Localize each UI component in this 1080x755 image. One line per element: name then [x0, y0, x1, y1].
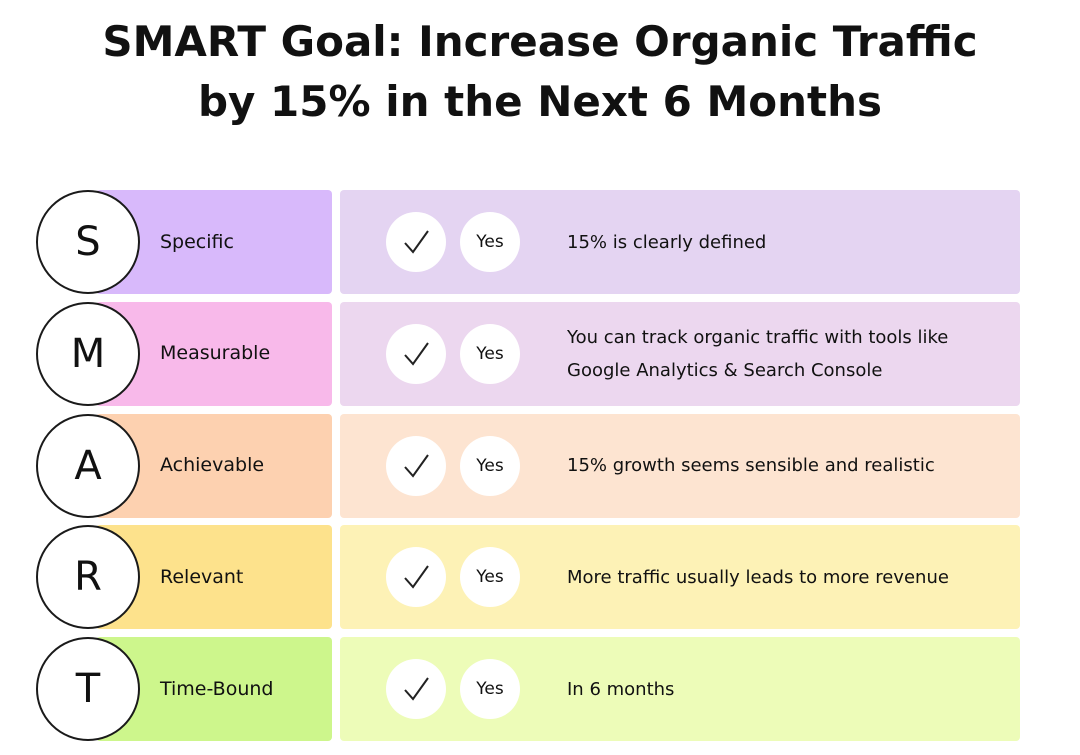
letter: R — [36, 525, 140, 630]
check — [404, 342, 429, 366]
check-icon — [386, 212, 446, 272]
description-box — [340, 190, 1020, 294]
letter: A — [36, 413, 140, 518]
description: In 6 months — [567, 678, 675, 700]
check — [404, 230, 429, 254]
description-box — [340, 637, 1020, 742]
description-box — [340, 525, 1020, 630]
check-icon — [386, 547, 446, 608]
check — [404, 454, 429, 478]
answer: Yes — [460, 212, 520, 272]
description-box — [340, 413, 1020, 518]
check-icon — [386, 435, 446, 496]
description: More traffic usually leads to more reven… — [567, 566, 949, 588]
description: You can track organic traffic with tools… — [567, 326, 949, 381]
label: Time-Bound — [160, 677, 274, 700]
answer: Yes — [460, 547, 520, 608]
check-icon — [386, 323, 446, 384]
label: Measurable — [160, 342, 271, 365]
label: Achievable — [160, 454, 265, 477]
title: SMART Goal: Increase Organic Traffic by … — [102, 17, 978, 126]
letter: M — [36, 301, 140, 406]
description: 15% is clearly defined — [567, 231, 767, 253]
label: Specific — [160, 230, 234, 253]
answer: Yes — [460, 659, 520, 720]
check-icon — [386, 659, 446, 720]
letter: S — [36, 190, 140, 294]
description-box — [340, 301, 1020, 406]
answer: Yes — [460, 323, 520, 384]
check — [404, 677, 429, 701]
letter: T — [36, 637, 140, 742]
check — [404, 565, 429, 589]
description: 15% growth seems sensible and realistic — [567, 455, 935, 477]
answer: Yes — [460, 435, 520, 496]
label: Relevant — [160, 565, 244, 588]
